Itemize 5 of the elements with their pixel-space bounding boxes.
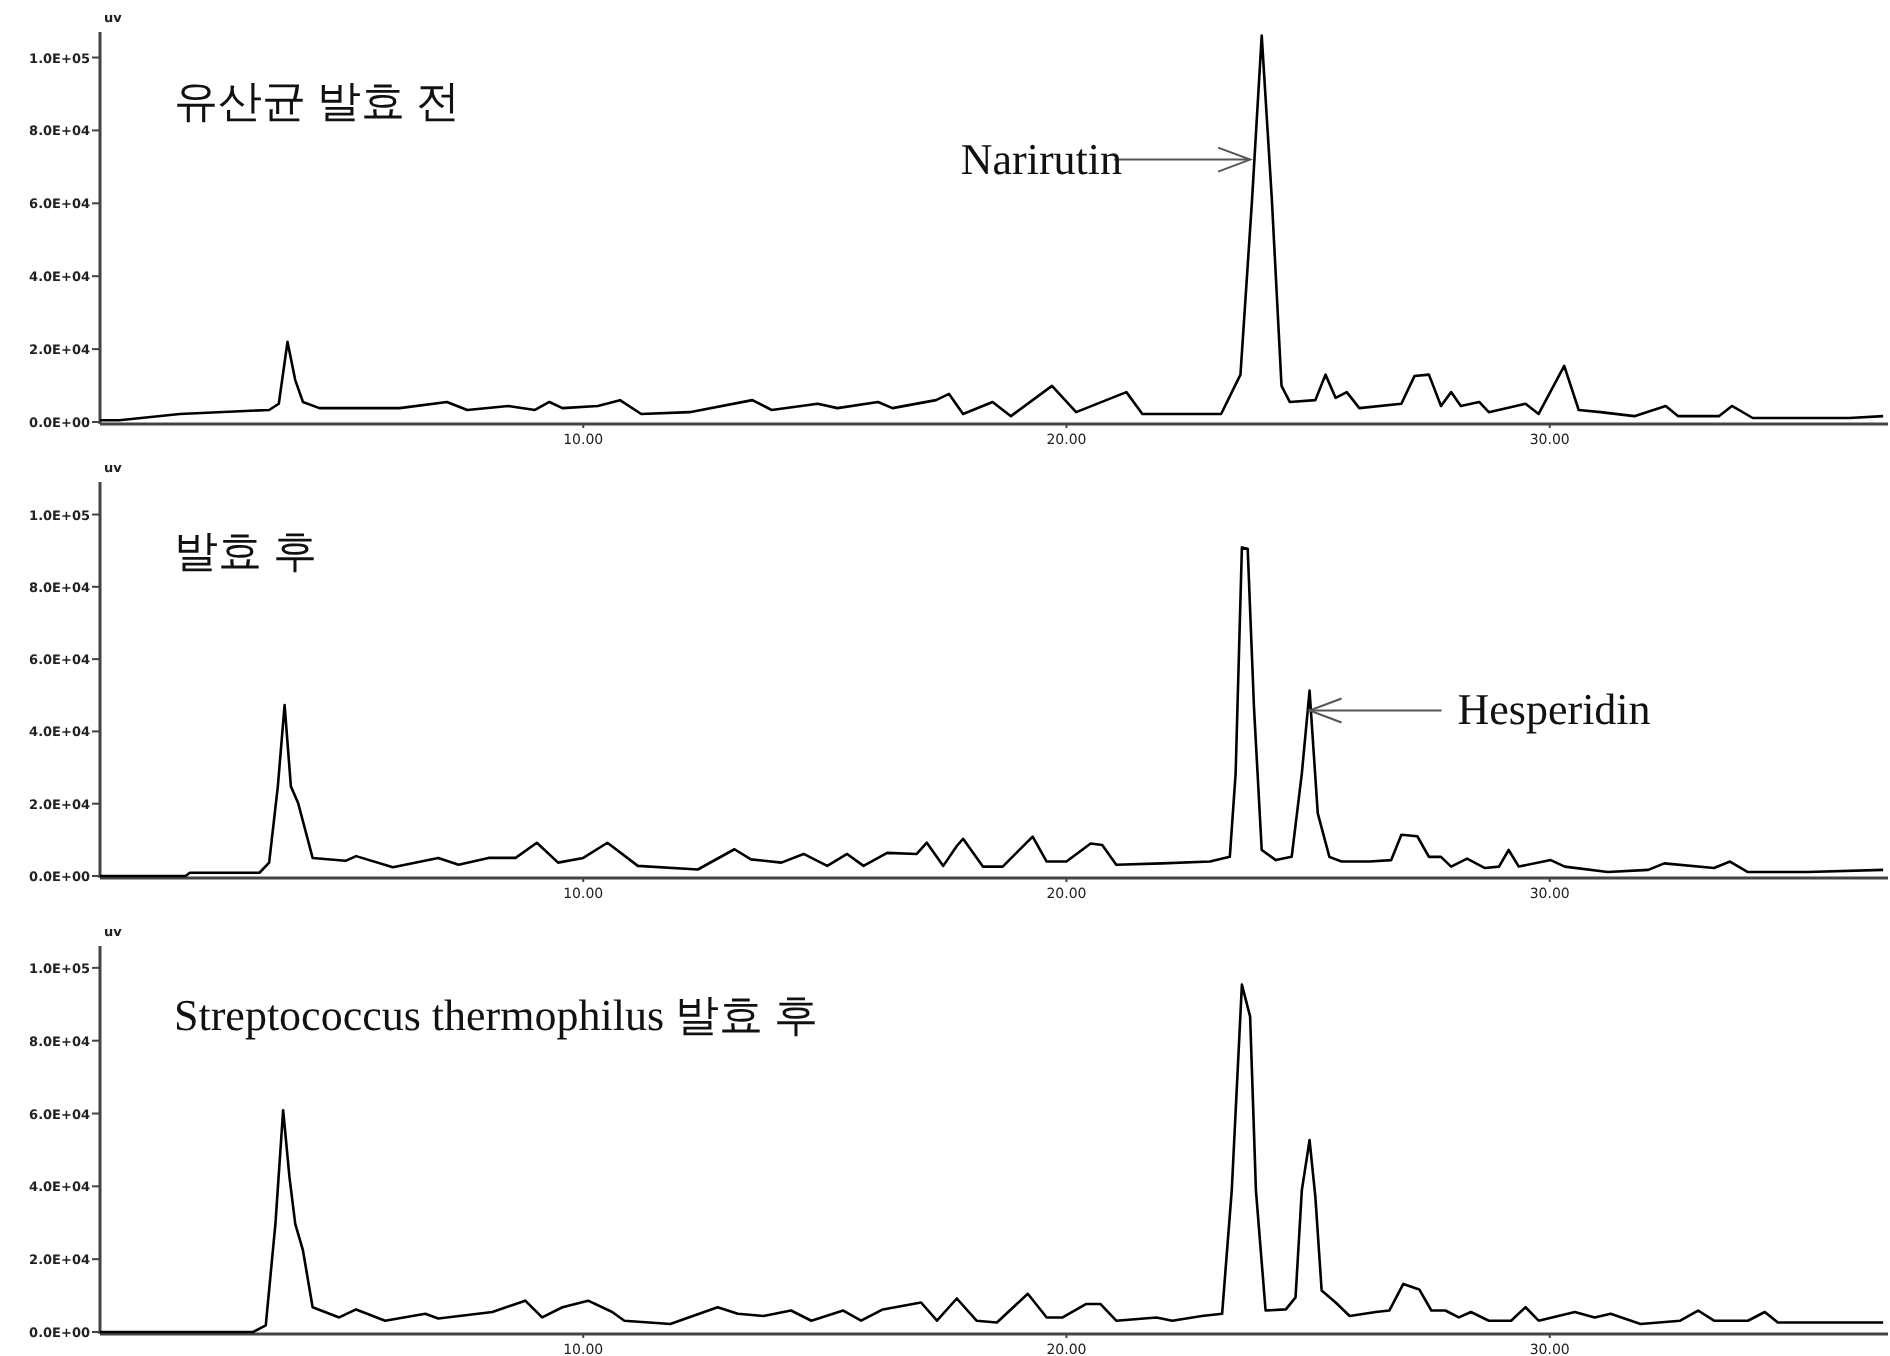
text: 유산균 발효 전 bbox=[174, 76, 460, 126]
text: 발효 후 bbox=[174, 526, 317, 576]
text: Streptococcus thermophilus 발효 후 bbox=[174, 990, 819, 1040]
annotation: Narirutin bbox=[960, 133, 1123, 184]
annotation: Hesperidin bbox=[1457, 684, 1651, 735]
